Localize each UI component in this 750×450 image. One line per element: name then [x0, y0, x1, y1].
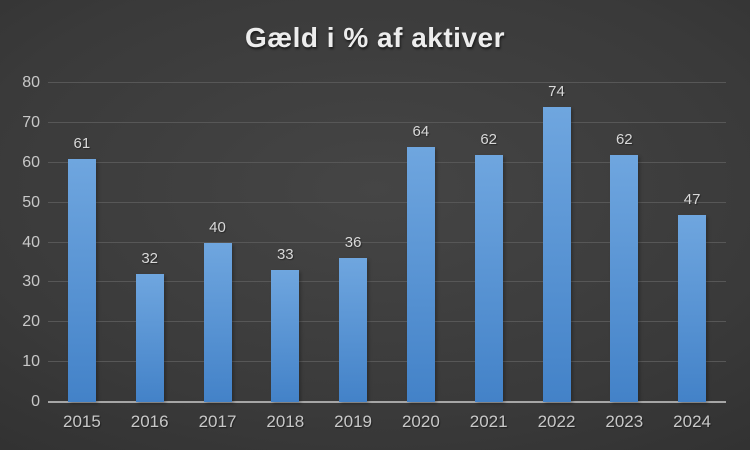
- plot-area: 61 32 40 33 36 64 62 74 62 47: [48, 82, 726, 403]
- bar-value-label: 64: [412, 122, 430, 140]
- x-tick-label: 2020: [401, 412, 440, 431]
- bar-2021: [474, 154, 503, 402]
- x-tick-label: 2024: [673, 412, 711, 431]
- y-tick-label: 40: [22, 233, 40, 251]
- bar-2019: [339, 258, 368, 402]
- gridline: [48, 121, 726, 123]
- x-tick-label: 2021: [469, 412, 508, 431]
- gridline: [48, 241, 726, 243]
- bar-value-label: 62: [480, 130, 498, 148]
- bar-value-label: 74: [548, 82, 565, 100]
- x-axis-line: [48, 401, 726, 403]
- x-tick-label: 2022: [537, 412, 576, 431]
- y-tick-label: 30: [22, 273, 40, 291]
- x-tick-label: 2015: [62, 412, 101, 431]
- x-tick-label: 2023: [605, 412, 644, 431]
- x-tick-label: 2019: [334, 412, 372, 431]
- bar-value-label: 32: [141, 250, 159, 268]
- bar-2024: [678, 214, 707, 402]
- y-tick-label: 20: [22, 313, 40, 331]
- bar-2020: [406, 146, 435, 402]
- gridline: [48, 361, 726, 363]
- bar-value-label: 62: [615, 130, 633, 148]
- gridline: [48, 321, 726, 323]
- y-tick-label: 0: [31, 393, 40, 410]
- y-tick-label: 80: [22, 74, 40, 91]
- bar-2018: [271, 270, 300, 402]
- bar-2016: [135, 274, 164, 402]
- y-tick-label: 60: [22, 153, 40, 171]
- bar-value-label: 61: [73, 134, 91, 152]
- y-tick-label: 10: [22, 353, 40, 371]
- gridline: [48, 281, 726, 283]
- bar-2017: [203, 242, 232, 402]
- y-tick-label: 70: [22, 113, 40, 131]
- gridline: [48, 82, 726, 83]
- y-tick-label: 50: [22, 193, 40, 211]
- bar-value-label: 47: [683, 190, 701, 208]
- x-tick-label: 2018: [266, 412, 305, 431]
- gridline: [48, 201, 726, 203]
- x-tick-label: 2016: [130, 412, 169, 431]
- x-tick-label: 2017: [198, 412, 237, 431]
- gridline: [48, 161, 726, 163]
- bar-value-label: 40: [209, 218, 226, 236]
- bar-value-label: 36: [344, 234, 362, 252]
- bar-value-label: 33: [276, 246, 294, 264]
- bar-2022: [542, 106, 571, 402]
- chart-title: Gæld i % af aktiver: [244, 22, 506, 53]
- bar-2015: [67, 158, 96, 402]
- y-axis-labels: 0 10 20 30 40 50 60 70 80: [0, 75, 40, 410]
- x-axis-labels: 2015 2016 2017 2018 2019 2020 2021 2022 2023 2024: [48, 412, 726, 436]
- bar-2023: [610, 154, 639, 402]
